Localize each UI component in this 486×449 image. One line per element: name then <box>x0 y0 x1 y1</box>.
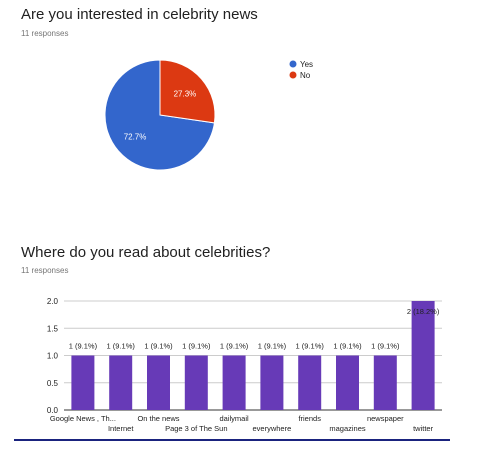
x-tick-label: On the news <box>137 414 179 423</box>
bar-data-label: 1 (9.1%) <box>258 342 287 351</box>
bar-data-label: 1 (9.1%) <box>371 342 400 351</box>
x-tick-label: Page 3 of The Sun <box>165 424 227 433</box>
legend-marker <box>289 60 297 68</box>
bar-question-title: Where do you read about celebrities? <box>21 244 271 261</box>
x-tick-label: Internet <box>108 424 134 433</box>
bar <box>109 355 133 410</box>
y-tick-label: 1.5 <box>47 324 59 333</box>
pie-response-count: 11 responses <box>21 29 69 38</box>
bar <box>411 301 435 410</box>
legend-label: Yes <box>300 60 313 69</box>
bar <box>147 355 170 410</box>
bar-data-label: 1 (9.1%) <box>144 342 173 351</box>
bar <box>260 355 284 410</box>
pie-data-label: 72.7% <box>124 133 147 142</box>
pie-question-title: Are you interested in celebrity news <box>21 6 258 23</box>
x-tick-label: Google News , Th... <box>50 414 116 423</box>
y-tick-label: 0.0 <box>47 406 59 415</box>
bar <box>71 355 95 410</box>
legend-label: No <box>300 71 311 80</box>
y-tick-label: 2.0 <box>47 297 59 306</box>
bar-data-label: 1 (9.1%) <box>69 342 98 351</box>
bar <box>184 355 208 410</box>
bar-response-count: 11 responses <box>21 266 69 275</box>
bar-data-label: 1 (9.1%) <box>296 342 325 351</box>
legend-marker <box>289 71 297 79</box>
x-tick-label: everywhere <box>253 424 292 433</box>
bottom-divider <box>14 439 450 441</box>
pie-slice-no <box>159 59 216 124</box>
y-tick-label: 1.0 <box>47 352 59 361</box>
x-tick-label: newspaper <box>367 414 404 423</box>
pie-data-label: 27.3% <box>174 89 197 98</box>
x-tick-label: magazines <box>329 424 366 433</box>
y-tick-label: 0.5 <box>47 379 59 388</box>
bar <box>336 355 359 410</box>
bar-data-label: 1 (9.1%) <box>107 342 136 351</box>
pie-chart: 72.7% 27.3% Yes No <box>104 59 313 171</box>
bar-data-label: 2 (18.2%) <box>407 307 440 316</box>
x-tick-label: dailymail <box>220 414 250 423</box>
bar-data-label: 1 (9.1%) <box>333 342 362 351</box>
x-tick-label: twitter <box>413 424 434 433</box>
bar <box>298 355 322 410</box>
bar-data-label: 1 (9.1%) <box>182 342 211 351</box>
bar <box>373 355 397 410</box>
bar <box>222 355 246 410</box>
x-tick-label: friends <box>298 414 321 423</box>
bar-data-label: 1 (9.1%) <box>220 342 249 351</box>
